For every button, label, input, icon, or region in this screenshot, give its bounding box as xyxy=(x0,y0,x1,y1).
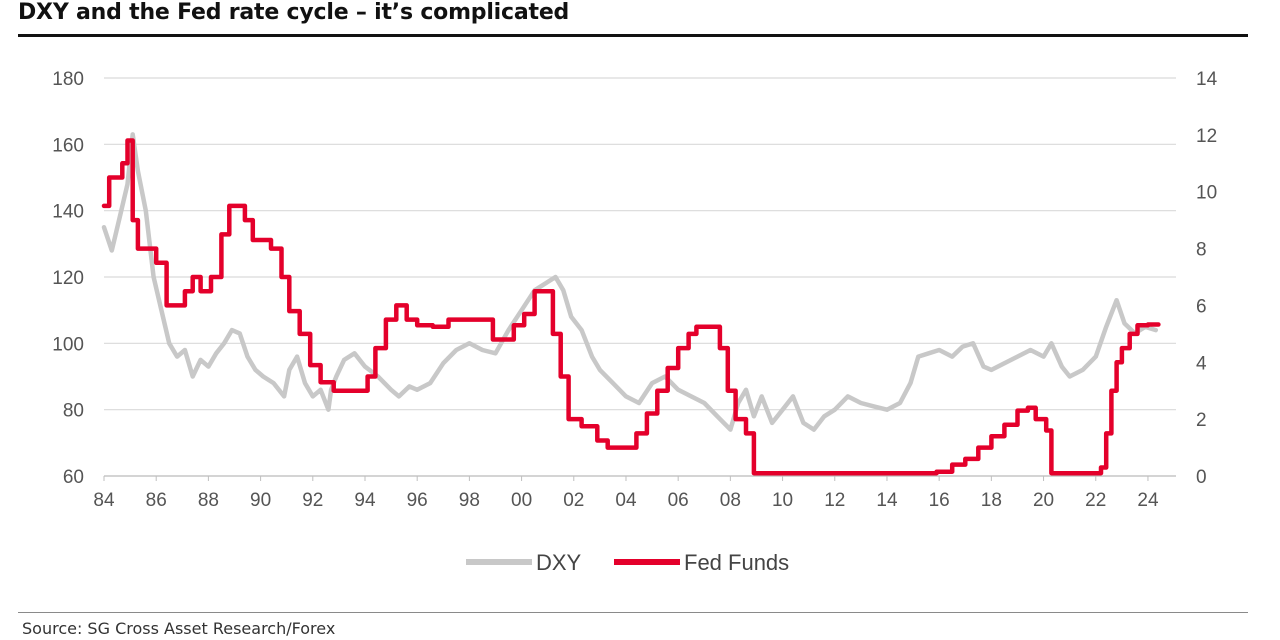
right-tick-label: 12 xyxy=(1196,126,1217,147)
legend-dxy-label: DXY xyxy=(536,550,582,575)
x-tick-label: 18 xyxy=(981,490,1002,511)
x-tick-label: 88 xyxy=(198,490,219,511)
x-tick-label: 00 xyxy=(511,490,532,511)
right-tick-label: 2 xyxy=(1196,410,1207,431)
x-tick-label: 08 xyxy=(720,490,741,511)
left-tick-label: 140 xyxy=(52,202,84,223)
x-tick-label: 90 xyxy=(250,490,271,511)
x-tick-label: 10 xyxy=(772,490,793,511)
x-tick-label: 94 xyxy=(354,490,376,511)
x-tick-label: 84 xyxy=(93,490,115,511)
x-axis-ticks: 84 86 88 90 92 94 96 98 00 02 04 06 08 10 12 14 16 18 20 22… xyxy=(93,476,1159,511)
x-tick-label: 98 xyxy=(459,490,480,511)
left-tick-label: 120 xyxy=(52,268,84,289)
right-tick-label: 8 xyxy=(1196,240,1207,261)
right-tick-label: 10 xyxy=(1196,183,1217,204)
left-tick-label: 160 xyxy=(52,135,84,156)
right-tick-label: 6 xyxy=(1196,296,1207,317)
right-tick-label: 4 xyxy=(1196,353,1207,374)
left-tick-label: 100 xyxy=(52,334,84,355)
left-axis-ticks: 60 80 100 120 140 160 180 xyxy=(52,69,84,488)
x-tick-label: 24 xyxy=(1137,490,1159,511)
gridlines xyxy=(104,77,1176,477)
x-tick-label: 02 xyxy=(563,490,584,511)
title-rule xyxy=(18,34,1248,37)
right-tick-label: 0 xyxy=(1196,467,1207,488)
x-tick-label: 86 xyxy=(146,490,167,511)
x-tick-label: 20 xyxy=(1033,490,1054,511)
x-tick-label: 92 xyxy=(302,490,323,511)
series-group xyxy=(101,132,1161,476)
left-tick-label: 60 xyxy=(63,467,84,488)
left-tick-label: 80 xyxy=(63,401,84,422)
right-axis-ticks: 0 2 4 6 8 10 12 14 xyxy=(1196,69,1218,488)
x-tick-label: 04 xyxy=(615,490,637,511)
x-tick-label: 14 xyxy=(876,490,898,511)
source-rule xyxy=(18,612,1248,613)
dxy-line xyxy=(101,132,1159,432)
right-tick-label: 14 xyxy=(1196,69,1218,90)
fed-funds-line xyxy=(101,138,1161,476)
source-note: Source: SG Cross Asset Research/Forex xyxy=(22,619,336,638)
legend: DXY Fed Funds xyxy=(466,550,789,575)
chart-title: DXY and the Fed rate cycle – it’s compli… xyxy=(18,0,570,25)
legend-fed-label: Fed Funds xyxy=(684,550,789,575)
x-tick-label: 16 xyxy=(929,490,950,511)
x-tick-label: 96 xyxy=(407,490,428,511)
x-tick-label: 06 xyxy=(668,490,689,511)
left-tick-label: 180 xyxy=(52,69,84,90)
x-tick-label: 22 xyxy=(1085,490,1106,511)
x-tick-label: 12 xyxy=(824,490,845,511)
